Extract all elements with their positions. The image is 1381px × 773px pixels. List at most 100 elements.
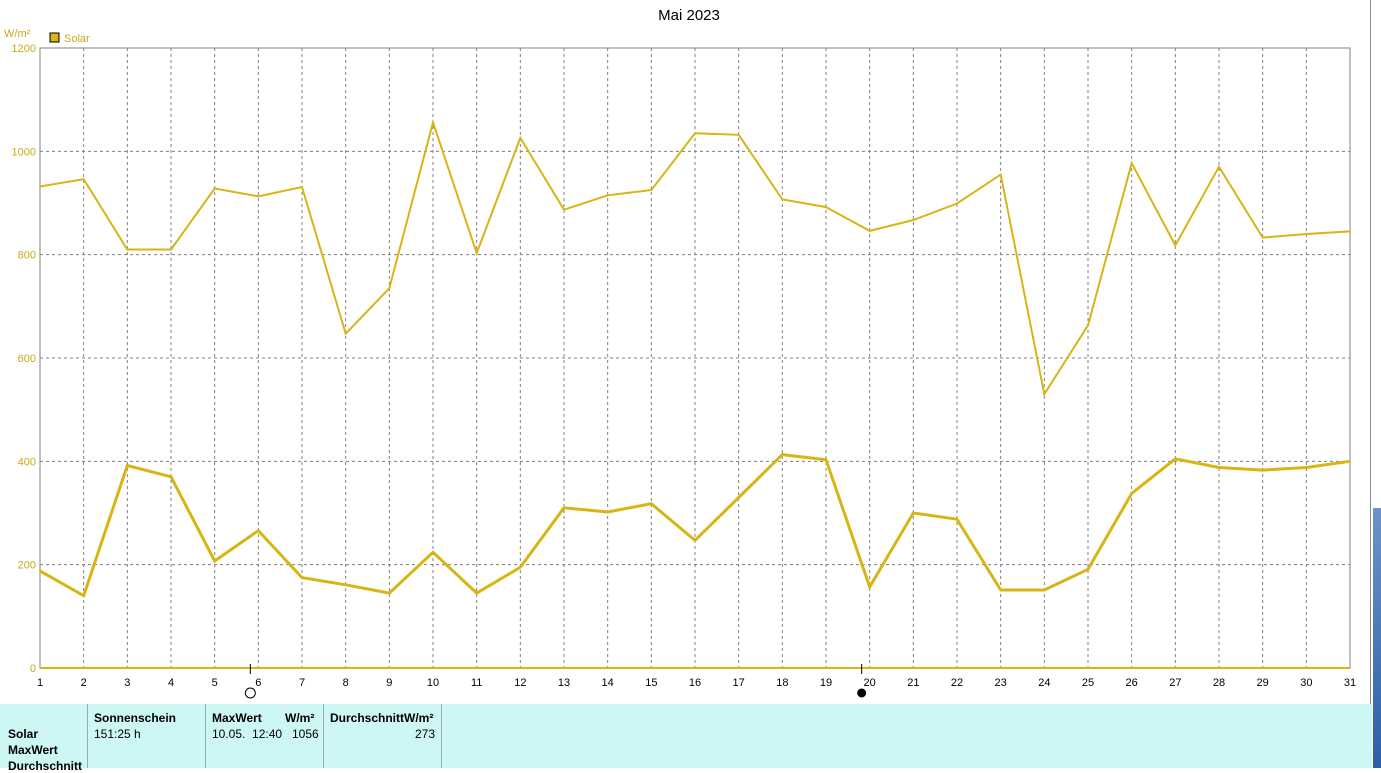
data-point xyxy=(563,208,565,211)
x-tick-label: 29 xyxy=(1257,677,1269,689)
data-point xyxy=(1305,233,1308,235)
data-point xyxy=(650,189,653,192)
x-tick-label: 17 xyxy=(733,677,745,689)
data-point xyxy=(694,539,696,542)
data-point xyxy=(1130,162,1133,165)
x-tick-label: 16 xyxy=(689,677,701,689)
avg-header: DurchschnittW/m² xyxy=(330,711,434,725)
data-point xyxy=(1130,492,1133,495)
data-point xyxy=(39,185,41,188)
sunshine-header: Sonnenschein xyxy=(94,711,177,725)
row-label-maxwert: MaxWert xyxy=(8,743,58,757)
y-tick-label: 1000 xyxy=(12,146,36,158)
legend-swatch xyxy=(49,32,60,43)
data-point xyxy=(1087,568,1089,571)
data-point xyxy=(301,185,303,188)
data-point xyxy=(475,252,478,255)
data-point xyxy=(606,510,609,513)
data-point xyxy=(213,560,216,563)
column-separator xyxy=(441,704,442,768)
data-point xyxy=(912,219,915,222)
max-unit: W/m² xyxy=(285,711,315,725)
data-point xyxy=(388,287,391,290)
y-tick-label: 600 xyxy=(18,353,36,365)
data-point xyxy=(781,198,784,201)
data-point xyxy=(694,132,696,135)
data-point xyxy=(868,229,871,232)
window-edge xyxy=(1356,0,1381,768)
x-tick-label: 31 xyxy=(1344,677,1356,689)
max-time: 10.05. 12:40 xyxy=(212,727,283,741)
y-tick-label: 800 xyxy=(18,250,36,262)
data-point xyxy=(475,592,478,595)
data-point xyxy=(257,195,260,198)
sunshine-value: 151:25 h xyxy=(94,727,141,741)
x-tick-label: 19 xyxy=(820,677,832,689)
x-tick-label: 13 xyxy=(558,677,570,689)
data-point xyxy=(126,464,129,467)
data-point xyxy=(1261,469,1264,472)
x-tick-label: 12 xyxy=(514,677,526,689)
data-point xyxy=(1174,457,1177,460)
y-axis-unit: W/m² xyxy=(4,28,31,40)
data-point xyxy=(737,496,740,499)
data-point xyxy=(1043,393,1046,396)
data-point xyxy=(1087,324,1089,327)
data-point xyxy=(825,206,827,209)
data-point xyxy=(301,576,303,579)
data-point xyxy=(912,512,915,514)
data-point xyxy=(781,453,784,456)
stats-table: Solar MaxWert Durchschnitt Sonnenschein … xyxy=(0,704,1372,773)
full-moon-icon xyxy=(244,687,256,699)
x-tick-label: 11 xyxy=(471,677,482,689)
x-tick-label: 6 xyxy=(255,677,261,689)
legend-label: Solar xyxy=(64,33,90,45)
x-tick-label: 10 xyxy=(427,677,439,689)
new-moon-icon xyxy=(857,688,867,698)
data-point xyxy=(1174,244,1177,247)
data-point xyxy=(170,248,172,251)
column-separator xyxy=(323,704,324,768)
data-point xyxy=(825,458,827,461)
row-label-durchschnitt: Durchschnitt xyxy=(8,759,83,773)
x-tick-label: 7 xyxy=(299,677,305,689)
data-point xyxy=(519,566,522,569)
x-tick-label: 22 xyxy=(951,677,963,689)
column-separator xyxy=(87,704,88,768)
x-tick-label: 25 xyxy=(1082,677,1094,689)
x-tick-label: 27 xyxy=(1169,677,1181,689)
y-tick-label: 1200 xyxy=(12,43,36,55)
x-tick-label: 20 xyxy=(864,677,876,689)
x-tick-label: 26 xyxy=(1126,677,1138,689)
data-point xyxy=(650,502,653,505)
data-point xyxy=(257,529,260,532)
data-point xyxy=(519,136,522,139)
data-point xyxy=(39,569,41,572)
data-point xyxy=(432,121,434,124)
column-separator xyxy=(205,704,206,768)
data-point xyxy=(1043,588,1046,591)
x-tick-label: 8 xyxy=(343,677,349,689)
max-value: 1056 xyxy=(292,727,319,741)
data-point xyxy=(344,332,347,335)
x-tick-label: 9 xyxy=(386,677,392,689)
y-tick-label: 200 xyxy=(18,560,36,572)
x-tick-label: 4 xyxy=(168,677,174,689)
data-point xyxy=(1218,165,1220,168)
max-header: MaxWert xyxy=(212,711,262,725)
x-tick-label: 23 xyxy=(995,677,1007,689)
data-point xyxy=(432,551,434,554)
data-point xyxy=(999,588,1002,591)
avg-value: 273 xyxy=(415,727,436,741)
data-point xyxy=(737,133,740,136)
edge-line xyxy=(1370,0,1371,768)
row-label-solar: Solar xyxy=(8,727,39,741)
data-point xyxy=(170,475,172,478)
data-point xyxy=(82,178,85,181)
data-point xyxy=(999,173,1002,176)
data-point xyxy=(1218,466,1220,469)
x-tick-label: 28 xyxy=(1213,677,1225,689)
data-point xyxy=(344,583,347,586)
data-point xyxy=(213,187,216,190)
data-point xyxy=(126,248,129,251)
